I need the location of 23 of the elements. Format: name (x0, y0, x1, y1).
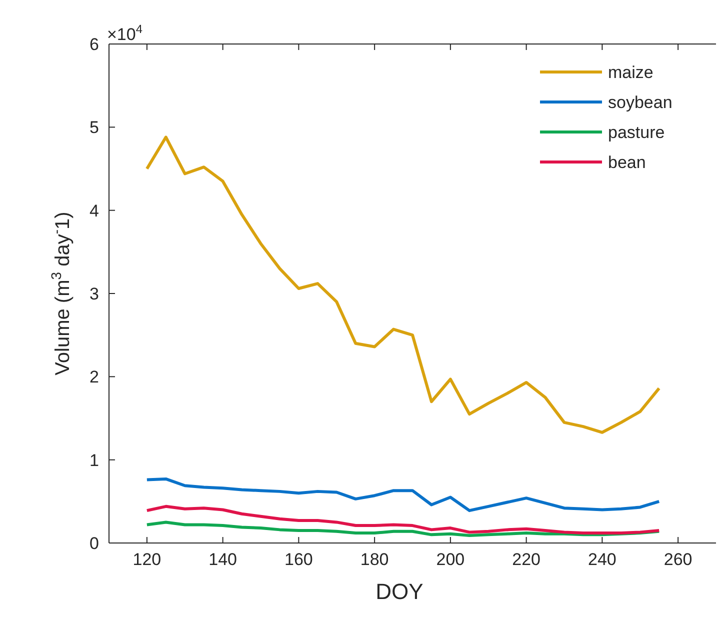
legend-label: maize (608, 63, 654, 82)
line-series (145, 504, 661, 535)
y-tick-label: 6 (90, 35, 99, 54)
x-tick-label: 180 (360, 550, 389, 569)
legend-label: soybean (608, 93, 672, 112)
line-series (145, 477, 661, 512)
x-tick-label: 200 (436, 550, 465, 569)
y-tick-label: 5 (90, 118, 99, 138)
legend-label: bean (608, 153, 646, 172)
x-tick-label: 240 (588, 550, 616, 569)
y-tick-label: 1 (90, 450, 99, 470)
y-tick-label: 2 (90, 368, 99, 387)
y-tick-label: 3 (90, 284, 99, 304)
x-tick-label: 120 (132, 550, 162, 569)
legend-label: pasture (608, 123, 665, 142)
x-axis-title: DOY (376, 579, 424, 604)
y-tick-label: 0 (90, 534, 99, 553)
annotation: ×10$^{4}$ (107, 22, 143, 44)
x-tick-label: 260 (664, 550, 692, 569)
x-tick-label: 220 (512, 550, 540, 569)
x-tick-label: 140 (208, 550, 237, 569)
y-tick-label: 4 (90, 201, 99, 220)
x-tick-label: 160 (284, 550, 313, 569)
